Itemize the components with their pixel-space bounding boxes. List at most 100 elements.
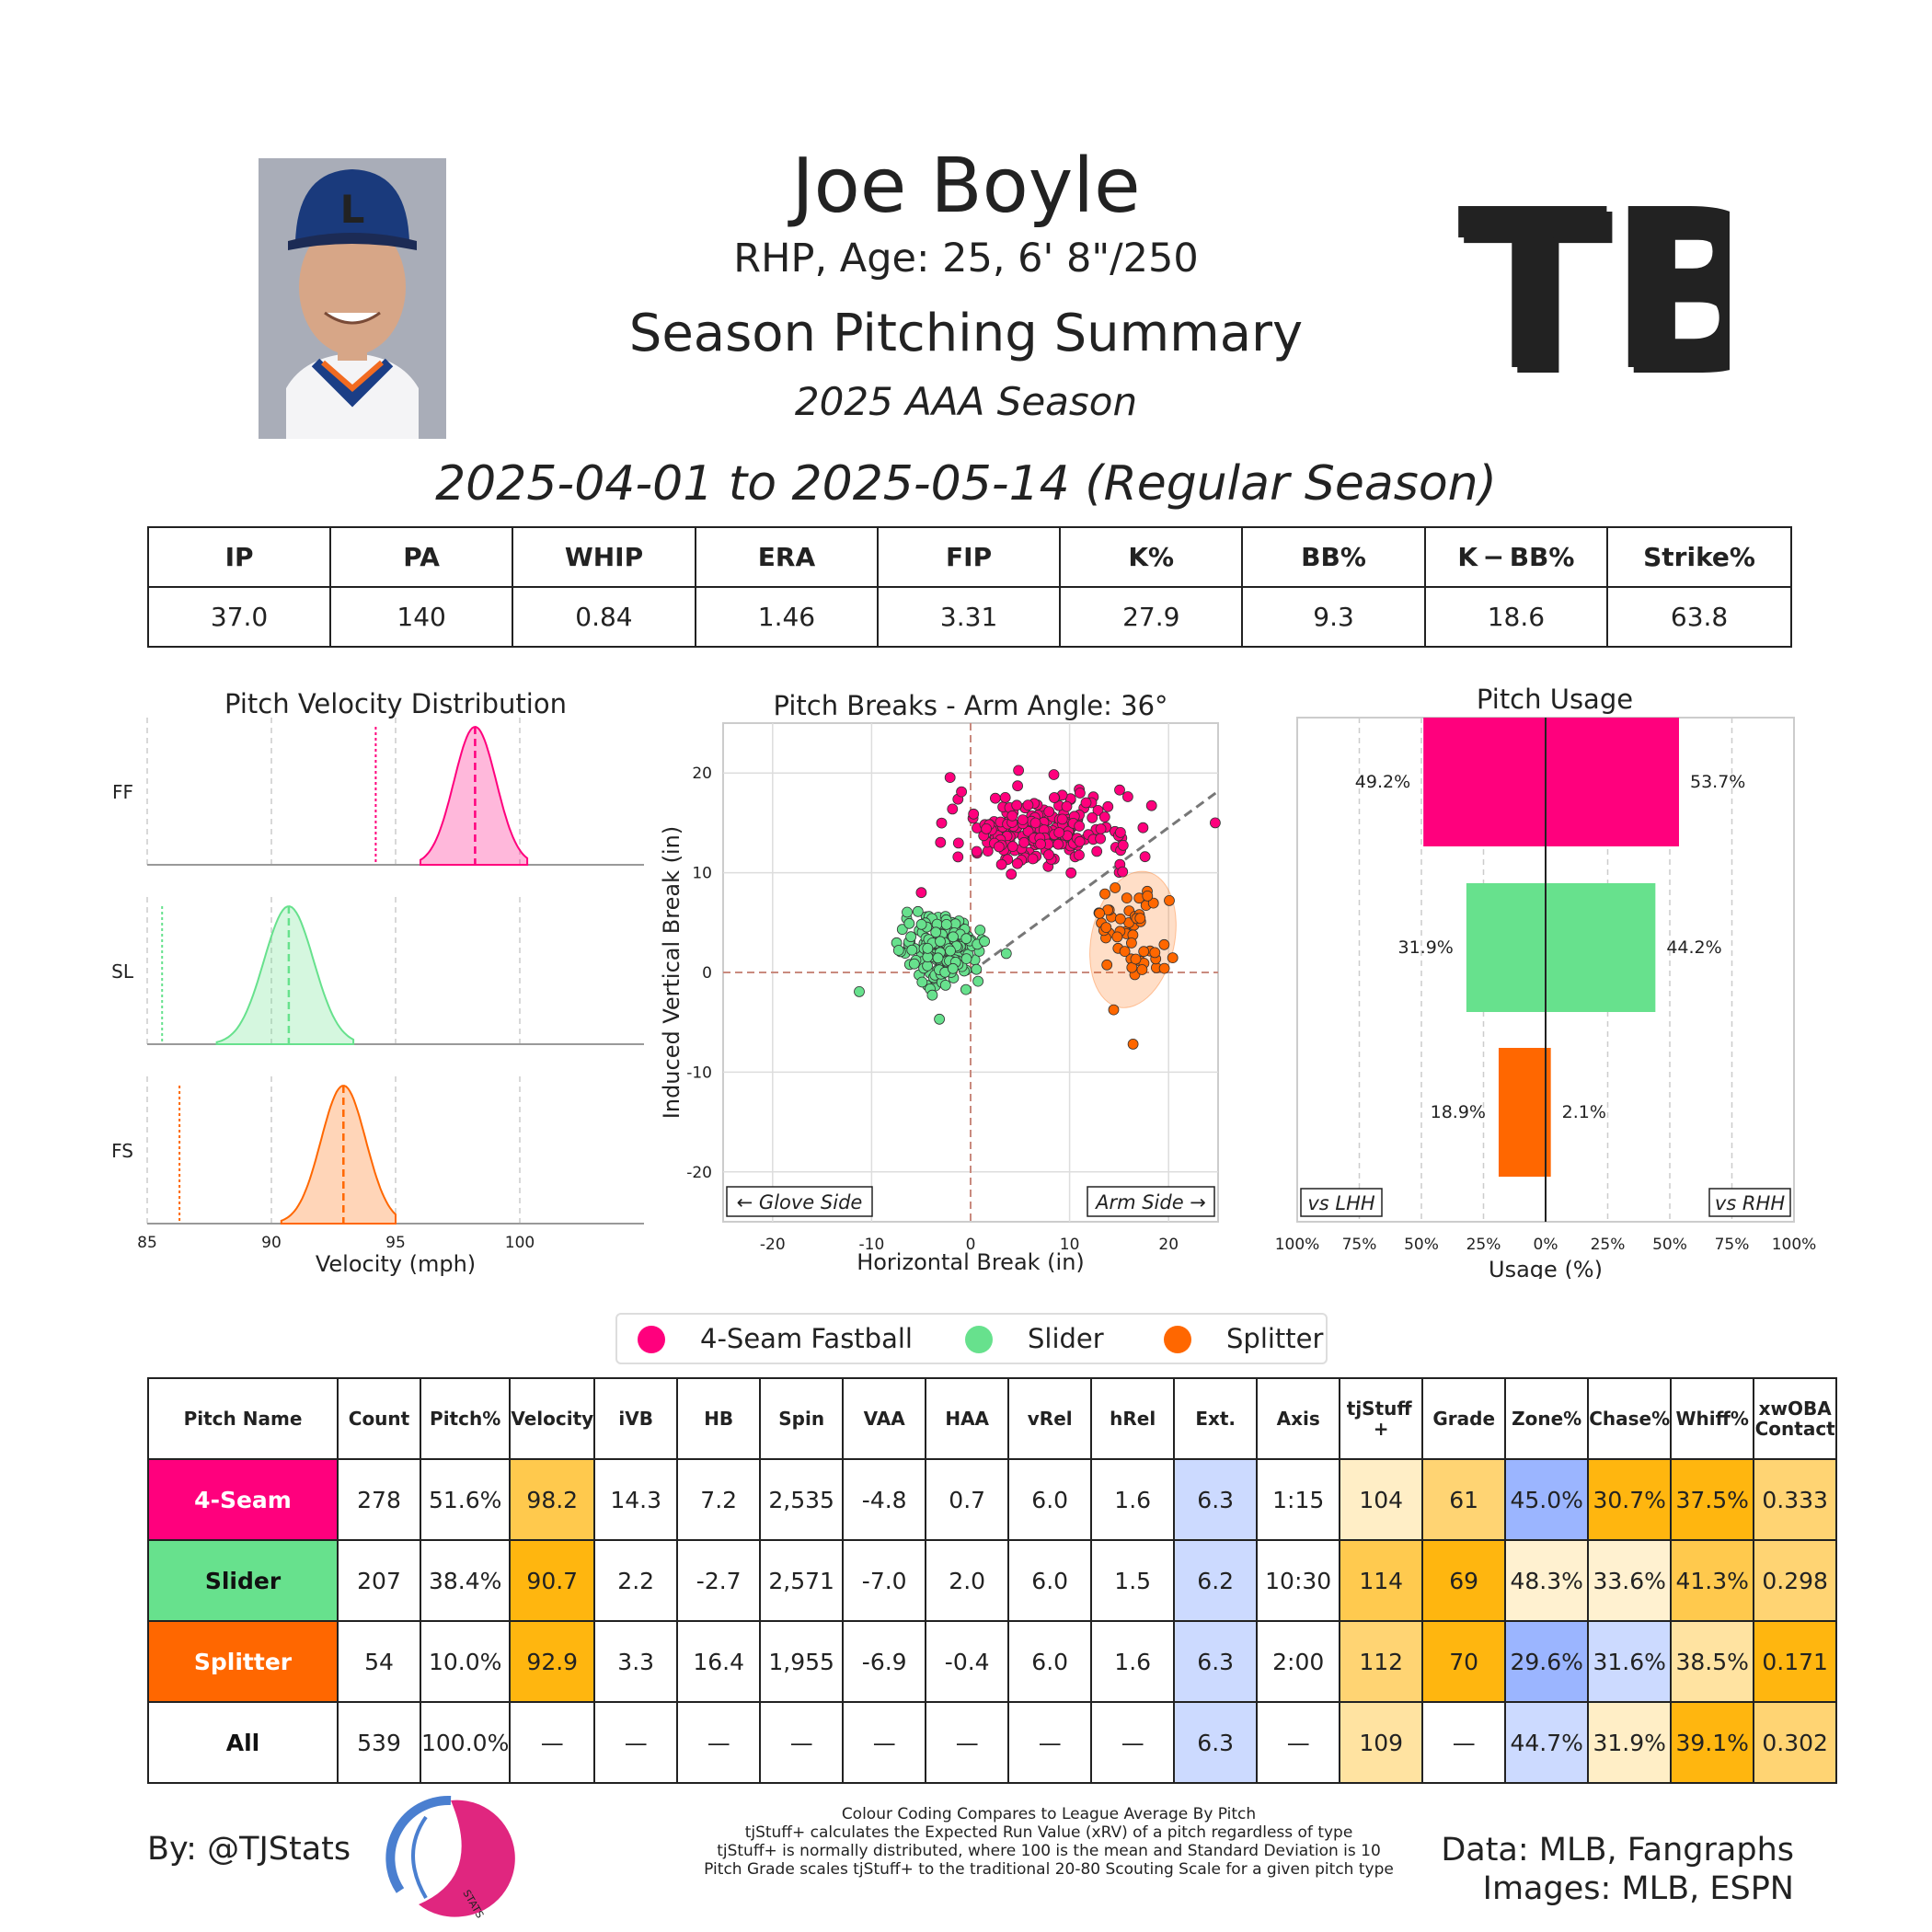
break-point: [936, 817, 948, 829]
usage-label-lhh: 31.9%: [1398, 937, 1454, 958]
pitch-table-header-cell: HB: [676, 1377, 762, 1460]
pitch-metric-cell: 1.6: [1090, 1620, 1176, 1703]
stat-value-cell: 37.0: [146, 586, 332, 648]
break-point: [993, 841, 1005, 853]
break-point: [932, 952, 944, 964]
velocity-pitch-label: FF: [112, 781, 133, 803]
pitch-name-cell: Slider: [147, 1539, 339, 1622]
pitch-table-header-cell: Velocity: [509, 1377, 596, 1460]
vs-lhh-box: [1300, 1188, 1383, 1217]
pitch-table-header-cell: VAA: [842, 1377, 927, 1460]
stat-header-cell: FIP: [877, 526, 1062, 588]
legend-swatch-splitter: [1164, 1326, 1191, 1353]
summary-title: Season Pitching Summary: [628, 304, 1304, 363]
break-point: [971, 845, 983, 857]
break-point: [1122, 791, 1133, 802]
break-point: [952, 837, 964, 849]
usage-label-rhh: 2.1%: [1562, 1102, 1606, 1122]
break-point: [1006, 810, 1018, 822]
pitch-metric-cell: 6.3: [1173, 1701, 1259, 1784]
pitch-metric-cell: —: [842, 1701, 927, 1784]
break-point: [1119, 946, 1131, 958]
legend-label-slider: Slider: [1028, 1323, 1104, 1354]
break-x-tick-label: 0: [966, 1236, 976, 1254]
note-line: Colour Coding Compares to League Average…: [841, 1805, 1257, 1823]
break-point: [935, 936, 946, 948]
legend-swatch-slider: [965, 1326, 993, 1353]
image-source: Images: MLB, ESPN: [1482, 1870, 1794, 1907]
author-byline: By: @TJStats: [147, 1831, 351, 1868]
vs-lhh-label: vs LHH: [1300, 1188, 1383, 1217]
stat-value-cell: 0.84: [512, 586, 696, 648]
pitch-metric-cell: —: [1256, 1701, 1341, 1784]
pitch-metric-cell: 6.0: [1007, 1458, 1093, 1541]
break-y-tick-label: 20: [692, 765, 712, 783]
break-point: [1065, 867, 1077, 879]
pitch-metric-cell: 104: [1339, 1458, 1424, 1541]
pitch-break-chart: Pitch Breaks - Arm Angle: 36° -20 -10 0 10 20…: [659, 690, 1221, 1275]
usage-label-lhh: 18.9%: [1431, 1102, 1486, 1122]
break-point: [1029, 817, 1041, 829]
break-x-tick-label: -20: [760, 1236, 786, 1254]
data-source: Data: MLB, Fangraphs: [1441, 1832, 1794, 1869]
break-point: [892, 945, 904, 956]
break-point: [1074, 788, 1086, 799]
usage-tick-label: 75%: [1715, 1236, 1750, 1254]
break-point: [1210, 817, 1221, 829]
pitch-metric-cell: 114: [1339, 1539, 1424, 1622]
break-point: [1115, 826, 1126, 838]
pitch-metric-cell: 10:30: [1256, 1539, 1341, 1622]
pitch-table-row: All 539 100.0% — — — — — — — —6.3—109—44.7% 31.9% 39…: [147, 1701, 1838, 1784]
stat-value-cell: 27.9: [1059, 586, 1244, 648]
player-headshot: L: [259, 158, 446, 439]
pitch-table-header-cell: vRel: [1007, 1377, 1093, 1460]
usage-tick-label: 100%: [1772, 1236, 1817, 1254]
break-point: [916, 976, 928, 988]
pitch-table-header-cell: Pitch Name: [147, 1377, 339, 1460]
player-bio: RHP, Age: 25, 6' 8"/250: [733, 236, 1199, 282]
pitch-metric-cell: 3.3: [593, 1620, 679, 1703]
note-line: Pitch Grade scales tjStuff+ to the tradi…: [704, 1860, 1394, 1879]
pitch-metric-cell: 38.5%: [1670, 1620, 1755, 1703]
break-point: [948, 931, 959, 943]
break-chart-title: Pitch Breaks - Arm Angle: 36°: [773, 690, 1167, 721]
velocity-tick-label: 95: [385, 1234, 406, 1252]
pitch-metric-cell: 6.3: [1173, 1458, 1259, 1541]
pitch-metric-cell: 2,535: [759, 1458, 845, 1541]
break-point: [1134, 913, 1146, 925]
break-point: [947, 962, 959, 974]
pitch-metric-cell: 2:00: [1256, 1620, 1341, 1703]
break-point: [1013, 765, 1025, 776]
pitch-metric-cell: 0.333: [1753, 1458, 1838, 1541]
break-point: [1000, 948, 1012, 960]
break-point: [1147, 897, 1159, 909]
stat-value-cell: 9.3: [1241, 586, 1426, 648]
break-point: [1056, 813, 1068, 825]
pitch-table-header-cell: Axis: [1256, 1377, 1341, 1460]
stat-header-cell: IP: [146, 526, 332, 588]
pitch-table-row: 4-Seam 278 51.6% 98.2 14.3 7.2 2,535 -4.8 0.7 6.0…: [147, 1458, 1838, 1541]
pitch-table-header-cell: Spin: [759, 1377, 845, 1460]
break-point: [1121, 892, 1133, 904]
break-point: [1043, 806, 1055, 818]
break-point: [1094, 907, 1106, 919]
break-point: [1048, 792, 1060, 803]
break-point: [1100, 922, 1112, 934]
usage-tick-label: 25%: [1591, 1236, 1626, 1254]
pitch-table-header-cell: Chase%: [1587, 1377, 1673, 1460]
pitch-metric-cell: 6.0: [1007, 1620, 1093, 1703]
pitch-metric-cell: —: [759, 1701, 845, 1784]
break-point: [1138, 946, 1150, 958]
pitch-metric-cell: —: [1007, 1701, 1093, 1784]
velocity-axis-label: Velocity (mph): [316, 1251, 476, 1277]
pitch-metric-cell: -4.8: [842, 1458, 927, 1541]
pitch-name-cell: Splitter: [147, 1620, 339, 1703]
pitch-table-header-cell: Count: [337, 1377, 421, 1460]
break-point: [1017, 814, 1029, 826]
arm-side-text: Arm Side →: [1094, 1191, 1206, 1213]
break-point: [952, 851, 964, 863]
pitch-metric-cell: 0.171: [1753, 1620, 1838, 1703]
pitch-metric-cell: 2,571: [759, 1539, 845, 1622]
pitch-metric-cell: —: [676, 1701, 762, 1784]
break-x-tick-label: 10: [1060, 1236, 1080, 1254]
